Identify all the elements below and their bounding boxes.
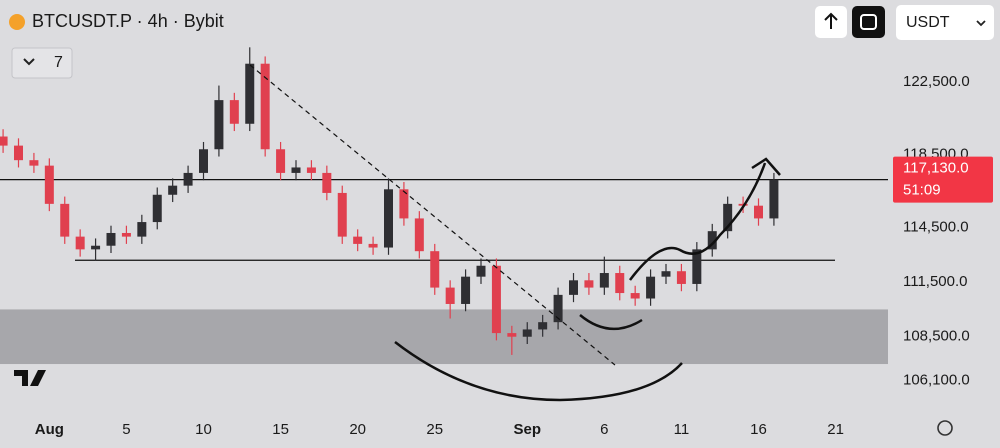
chevron bbox=[23, 58, 35, 66]
settings-icon[interactable] bbox=[937, 420, 953, 436]
candle-body bbox=[29, 160, 39, 166]
candle-body bbox=[229, 100, 239, 124]
symbol-title: BTCUSDT.P · 4h · Bybit bbox=[32, 11, 224, 31]
candle-body bbox=[553, 294, 563, 323]
fullscreen-icon bbox=[860, 14, 877, 30]
x-tick-label: 16 bbox=[750, 421, 767, 438]
candle-body bbox=[168, 185, 178, 195]
candle-body bbox=[661, 271, 671, 277]
y-tick-label: 114,500.0 bbox=[903, 218, 969, 235]
candle-body bbox=[384, 189, 393, 248]
annotation-curve bbox=[579, 314, 643, 331]
candle-body bbox=[414, 218, 424, 252]
candle-body bbox=[322, 172, 332, 193]
x-tick-label: Aug bbox=[35, 421, 64, 438]
x-tick-label: 20 bbox=[349, 421, 366, 438]
last-price-label: 117,130.0 bbox=[903, 160, 969, 177]
annotation-curve bbox=[394, 341, 683, 402]
candle-body bbox=[754, 205, 763, 219]
y-tick-label: 111,500.0 bbox=[903, 273, 968, 290]
candle-body bbox=[522, 329, 532, 337]
candle-body bbox=[276, 149, 286, 173]
candle-body bbox=[260, 63, 270, 150]
candle-body bbox=[676, 271, 686, 284]
candle-body bbox=[214, 100, 224, 150]
candle-body bbox=[121, 232, 131, 237]
candle-body bbox=[476, 265, 486, 277]
x-tick-label: 5 bbox=[122, 421, 130, 438]
candle-body bbox=[692, 249, 702, 284]
coin-icon bbox=[9, 14, 25, 30]
candle-body bbox=[399, 189, 409, 219]
x-tick-label: 10 bbox=[195, 421, 212, 438]
candle-body bbox=[599, 273, 609, 288]
candle-body bbox=[615, 273, 625, 294]
candle-body bbox=[183, 172, 193, 186]
y-tick-label: 122,500.0 bbox=[903, 73, 970, 90]
candle-body bbox=[430, 251, 440, 288]
candle-body bbox=[630, 293, 640, 299]
currency-select[interactable] bbox=[896, 5, 994, 40]
arrow-icon bbox=[824, 12, 838, 29]
candle-body bbox=[769, 179, 779, 219]
logo-mark bbox=[14, 370, 46, 386]
candle-body bbox=[14, 145, 23, 161]
y-tick-label: 106,100.0 bbox=[903, 371, 970, 388]
candle-body bbox=[723, 203, 733, 232]
y-tick-label: 108,500.0 bbox=[903, 328, 970, 345]
plot-area bbox=[0, 47, 888, 402]
candle-body bbox=[291, 167, 301, 173]
countdown-label: 51:09 bbox=[903, 182, 941, 199]
x-tick-label: 25 bbox=[426, 421, 443, 438]
x-tick-label: Sep bbox=[513, 421, 541, 438]
x-tick-label: 21 bbox=[827, 421, 844, 438]
candle-body bbox=[199, 149, 208, 173]
candle-body bbox=[491, 265, 501, 334]
candle-body bbox=[646, 276, 656, 299]
candle-body bbox=[152, 194, 162, 223]
annotation-arrow bbox=[629, 157, 781, 281]
candle-body bbox=[60, 203, 70, 237]
candle-body bbox=[306, 167, 316, 173]
candle-body bbox=[461, 276, 471, 304]
fullscreen-button[interactable] bbox=[852, 6, 885, 38]
candle-body bbox=[245, 63, 255, 124]
indicators-toggle[interactable] bbox=[11, 47, 73, 79]
trend-line bbox=[249, 64, 616, 366]
x-tick-label: 11 bbox=[674, 421, 690, 438]
currency-label: USDT bbox=[906, 14, 950, 31]
support-zone bbox=[0, 309, 888, 365]
x-tick-label: 15 bbox=[272, 421, 289, 438]
candle-body bbox=[137, 222, 147, 237]
candle-body bbox=[0, 136, 8, 146]
candle-body bbox=[445, 287, 455, 304]
candle-body bbox=[707, 231, 717, 250]
candle-body bbox=[106, 232, 116, 246]
candle-body bbox=[507, 333, 517, 337]
candle-body bbox=[44, 165, 54, 204]
candle-body bbox=[368, 243, 378, 248]
last-price-box bbox=[893, 156, 993, 203]
candle-body bbox=[75, 236, 85, 250]
candle-body bbox=[538, 322, 548, 330]
candle-body bbox=[337, 192, 347, 237]
x-tick-label: 6 bbox=[600, 421, 608, 438]
indicator-count: 7 bbox=[54, 54, 63, 71]
candle-body bbox=[353, 236, 363, 244]
select-chevron bbox=[976, 20, 986, 27]
candle-body bbox=[91, 245, 101, 250]
candle-body bbox=[584, 280, 594, 288]
candle-body bbox=[569, 280, 578, 295]
